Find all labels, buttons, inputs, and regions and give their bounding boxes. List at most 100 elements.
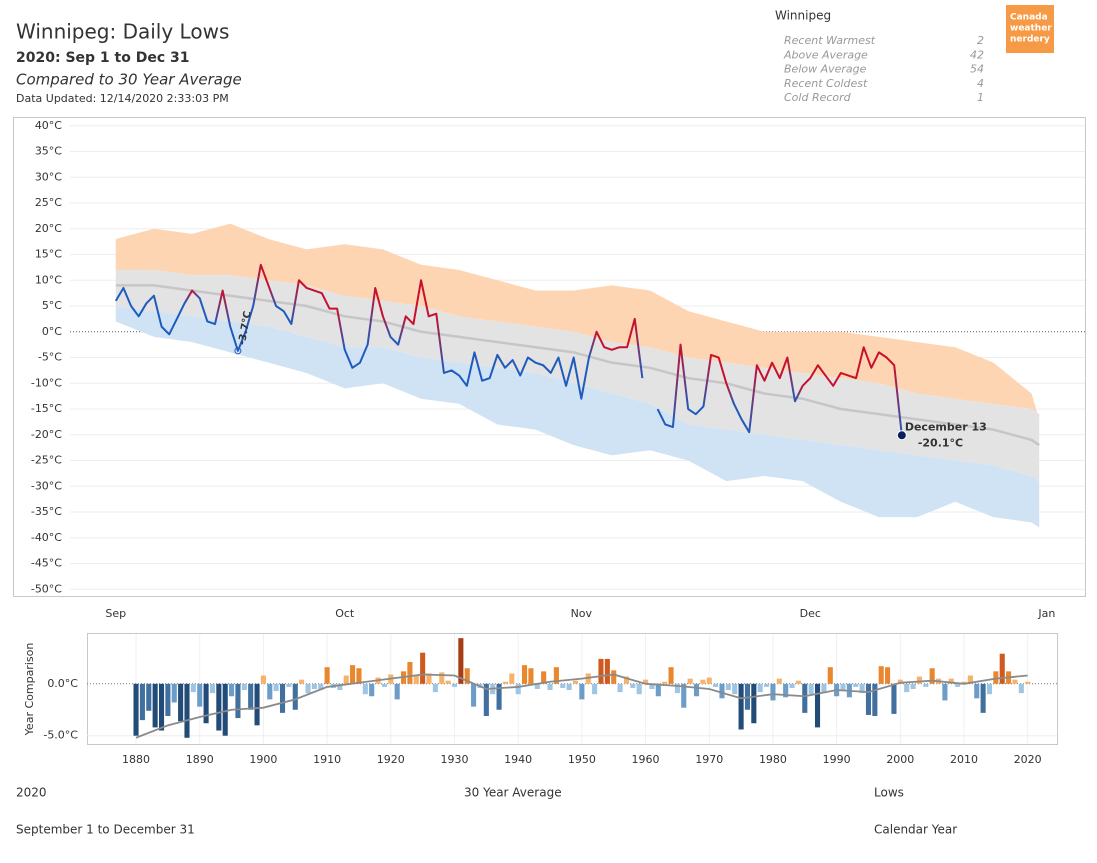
bar <box>986 683 993 695</box>
bar <box>260 675 266 684</box>
bar <box>426 673 432 684</box>
bar <box>509 673 515 684</box>
bar <box>267 683 273 700</box>
bar <box>362 683 368 695</box>
bar <box>681 683 687 708</box>
x-tick-label: Oct <box>335 607 355 620</box>
bar <box>407 662 413 684</box>
band-area <box>115 306 1040 528</box>
bar <box>872 683 878 716</box>
bar <box>273 683 279 692</box>
point <box>234 347 242 355</box>
stats-table: Recent Warmest 2 Above Average 42 Below Aver… <box>783 34 984 104</box>
x-tick-label: 1930 <box>440 753 468 766</box>
bar <box>229 683 235 697</box>
bar <box>515 683 521 695</box>
bar <box>305 683 311 694</box>
bar <box>929 668 935 684</box>
bar <box>853 683 859 687</box>
y-tick-label: 0°C <box>42 325 62 338</box>
y-tick-label: 40°C <box>35 119 62 132</box>
footer-average: 30 Year Average <box>464 786 562 800</box>
bar <box>770 683 776 701</box>
bar <box>611 670 617 684</box>
bar <box>840 683 846 692</box>
bar <box>241 683 247 691</box>
bar <box>203 683 209 724</box>
x-tick-label: 2020 <box>1014 753 1042 766</box>
value-label: -20.1°C <box>918 436 963 449</box>
updated: Data Updated: 12/14/2020 2:33:03 PM <box>16 92 229 105</box>
description: Compared to 30 Year Average <box>16 71 242 89</box>
bar <box>1025 681 1031 684</box>
bar <box>993 671 999 684</box>
bar <box>216 683 222 731</box>
stat-label: Recent Coldest <box>784 77 868 90</box>
x-tick-label: Dec <box>800 607 821 620</box>
bar <box>865 683 872 715</box>
bar <box>350 665 356 684</box>
bar <box>254 683 260 726</box>
bar <box>248 683 254 710</box>
bar <box>324 667 330 684</box>
bar <box>553 667 559 684</box>
y-tick-label: -5.0°C <box>43 729 78 742</box>
daily-low-line <box>114 263 903 436</box>
stat-label: Cold Record <box>784 91 852 104</box>
bar <box>649 683 655 689</box>
x-tick-label: 1970 <box>695 753 723 766</box>
logo-line: nerdery <box>1010 35 1050 45</box>
y-tick-label: 10°C <box>35 273 62 286</box>
bar <box>534 683 540 689</box>
bar <box>458 638 464 684</box>
bar <box>897 679 903 684</box>
bar <box>560 683 566 688</box>
bar <box>885 667 891 684</box>
y-tick-label: 20°C <box>35 222 62 235</box>
bar <box>598 658 604 684</box>
y-tick-label: -45°C <box>31 557 62 570</box>
bar <box>579 683 585 700</box>
x-tick-label: 2000 <box>886 753 914 766</box>
bar <box>286 683 292 687</box>
x-tick-label: Sep <box>105 607 126 620</box>
bar <box>910 683 916 689</box>
bar <box>541 671 547 684</box>
bar <box>999 653 1005 684</box>
x-tick-label: 1980 <box>759 753 787 766</box>
y-tick-label: -25°C <box>31 454 62 467</box>
bar <box>1012 679 1018 684</box>
bar <box>464 668 470 684</box>
x-tick-label: Jan <box>1037 607 1055 620</box>
bar <box>483 683 489 716</box>
bar <box>133 683 139 736</box>
y-tick-label: -50°C <box>31 582 62 595</box>
bar <box>146 683 152 711</box>
stat-value: 4 <box>977 77 984 90</box>
bar <box>961 681 967 684</box>
bar <box>738 683 744 730</box>
y-tick-label: -15°C <box>31 402 62 415</box>
stat-value: 1 <box>977 91 984 104</box>
bar <box>445 680 451 684</box>
bar <box>522 665 528 684</box>
bar <box>719 683 725 699</box>
y-tick-label: -20°C <box>31 428 62 441</box>
stat-value: 2 <box>977 34 984 47</box>
footer-axis: Calendar Year <box>874 823 957 837</box>
y-tick-label: 0.0°C <box>47 677 78 690</box>
bar <box>706 677 712 684</box>
trend-line <box>135 673 1028 739</box>
bar <box>528 668 534 684</box>
bar <box>184 683 190 738</box>
logo-line: weather <box>1010 24 1052 34</box>
bar <box>693 683 700 697</box>
bar <box>337 683 343 691</box>
bar-frame <box>87 633 1058 745</box>
y-tick-label: -30°C <box>31 479 62 492</box>
bar <box>655 683 661 697</box>
x-tick-label: 1890 <box>186 753 214 766</box>
x-tick-label: 1990 <box>823 753 851 766</box>
bar <box>687 678 693 684</box>
